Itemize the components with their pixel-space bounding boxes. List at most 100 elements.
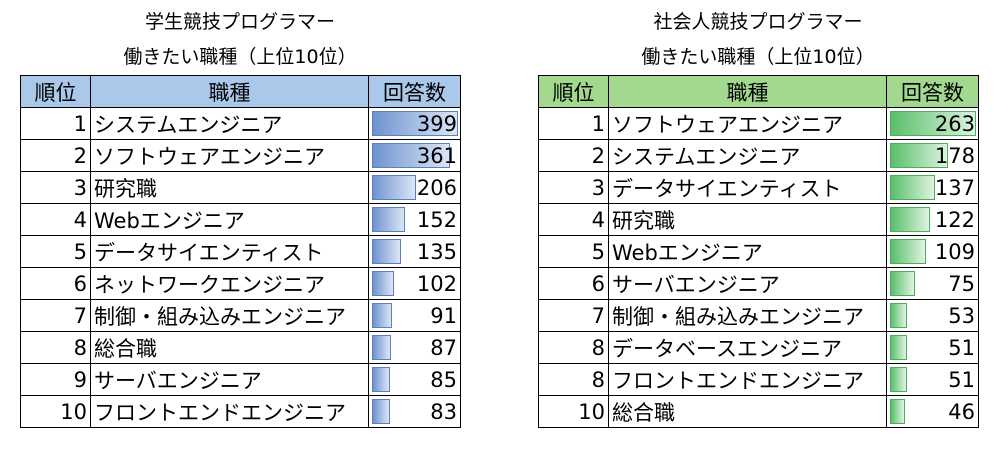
- count-value: 53: [948, 303, 975, 328]
- count-value: 102: [416, 271, 457, 296]
- job-name-cell: Webエンジニア: [608, 235, 887, 268]
- count-cell: 46: [886, 395, 979, 428]
- data-bar: [890, 271, 915, 296]
- table-row: 3 データサイエンティスト 137: [538, 171, 979, 204]
- rank-cell: 5: [538, 235, 609, 268]
- rank-cell: 4: [538, 203, 609, 236]
- count-value: 109: [934, 239, 975, 264]
- rank-cell: 4: [20, 203, 91, 236]
- data-bar: [890, 335, 907, 360]
- count-value: 122: [934, 207, 975, 232]
- table-row: 10 総合職 46: [538, 395, 979, 428]
- count-cell: 178: [886, 139, 979, 172]
- count-cell: 137: [886, 171, 979, 204]
- table-row: 1 ソフトウェアエンジニア 263: [538, 107, 979, 140]
- count-value: 85: [430, 367, 457, 392]
- rank-cell: 6: [538, 267, 609, 300]
- header-rank: 順位: [20, 75, 91, 108]
- job-name-cell: 制御・組み込みエンジニア: [90, 299, 369, 332]
- count-cell: 53: [886, 299, 979, 332]
- header-rank: 順位: [538, 75, 609, 108]
- student-title-line2: 働きたい職種（上位10位）: [123, 46, 357, 68]
- data-bar: [890, 111, 976, 136]
- count-cell: 361: [368, 139, 461, 172]
- professional-ranking-table: 順位 職種 回答数 1 ソフトウェアエンジニア 263 2 システムエンジニア 178 3 デ…: [538, 75, 979, 428]
- professional-title-line1: 社会人競技プログラマー: [653, 11, 863, 33]
- count-cell: 263: [886, 107, 979, 140]
- table-row: 3 研究職 206: [20, 171, 461, 204]
- data-bar: [372, 367, 390, 392]
- rank-cell: 1: [538, 107, 609, 140]
- rank-cell: 7: [20, 299, 91, 332]
- rank-cell: 8: [20, 331, 91, 364]
- count-value: 178: [934, 143, 975, 168]
- count-cell: 75: [886, 267, 979, 300]
- job-name-cell: データサイエンティスト: [90, 235, 369, 268]
- count-cell: 399: [368, 107, 461, 140]
- data-bar: [372, 175, 416, 200]
- rank-cell: 10: [538, 395, 609, 428]
- student-title-line1: 学生競技プログラマー: [144, 11, 335, 33]
- rank-cell: 2: [20, 139, 91, 172]
- count-cell: 135: [368, 235, 461, 268]
- student-ranking-panel: 学生競技プログラマー 働きたい職種（上位10位） 順位 職種 回答数 1 システム…: [20, 0, 461, 428]
- job-name-cell: データサイエンティスト: [608, 171, 887, 204]
- job-name-cell: ネットワークエンジニア: [90, 267, 369, 300]
- count-cell: 102: [368, 267, 461, 300]
- job-name-cell: サーバエンジニア: [90, 363, 369, 396]
- table-row: 4 Webエンジニア 152: [20, 203, 461, 236]
- data-bar: [372, 207, 405, 232]
- count-cell: 85: [368, 363, 461, 396]
- rank-cell: 6: [20, 267, 91, 300]
- job-name-cell: データベースエンジニア: [608, 331, 887, 364]
- count-cell: 87: [368, 331, 461, 364]
- data-bar: [890, 367, 907, 392]
- job-name-cell: ソフトウェアエンジニア: [90, 139, 369, 172]
- rank-cell: 7: [538, 299, 609, 332]
- table-header-row: 順位 職種 回答数: [20, 75, 461, 108]
- data-bar: [890, 239, 926, 264]
- job-name-cell: 総合職: [90, 331, 369, 364]
- table-row: 5 データサイエンティスト 135: [20, 235, 461, 268]
- rank-cell: 2: [538, 139, 609, 172]
- count-value: 87: [430, 335, 457, 360]
- count-value: 51: [948, 335, 975, 360]
- count-cell: 83: [368, 395, 461, 428]
- table-row: 8 総合職 87: [20, 331, 461, 364]
- table-row: 4 研究職 122: [538, 203, 979, 236]
- count-value: 46: [948, 399, 975, 424]
- data-bar: [890, 399, 905, 424]
- table-row: 5 Webエンジニア 109: [538, 235, 979, 268]
- rank-cell: 9: [20, 363, 91, 396]
- count-value: 51: [948, 367, 975, 392]
- job-name-cell: フロントエンドエンジニア: [608, 363, 887, 396]
- count-cell: 109: [886, 235, 979, 268]
- header-job: 職種: [608, 75, 887, 108]
- job-name-cell: システムエンジニア: [90, 107, 369, 140]
- data-bar: [372, 271, 394, 296]
- count-cell: 122: [886, 203, 979, 236]
- data-bar: [372, 111, 458, 136]
- job-name-cell: ソフトウェアエンジニア: [608, 107, 887, 140]
- count-cell: 152: [368, 203, 461, 236]
- table-row: 6 サーバエンジニア 75: [538, 267, 979, 300]
- count-cell: 51: [886, 331, 979, 364]
- count-value: 137: [934, 175, 975, 200]
- count-value: 361: [416, 143, 457, 168]
- data-bar: [372, 303, 392, 328]
- job-name-cell: システムエンジニア: [608, 139, 887, 172]
- count-cell: 51: [886, 363, 979, 396]
- rank-cell: 3: [20, 171, 91, 204]
- table-row: 6 ネットワークエンジニア 102: [20, 267, 461, 300]
- count-cell: 206: [368, 171, 461, 204]
- data-bar: [890, 175, 935, 200]
- rank-cell: 8: [538, 331, 609, 364]
- data-bar: [372, 335, 391, 360]
- job-name-cell: 総合職: [608, 395, 887, 428]
- student-ranking-table: 順位 職種 回答数 1 システムエンジニア 399 2 ソフトウェアエンジニア 361 3 研…: [20, 75, 461, 428]
- table-row: 7 制御・組み込みエンジニア 91: [20, 299, 461, 332]
- data-bar: [890, 303, 907, 328]
- table-row: 9 サーバエンジニア 85: [20, 363, 461, 396]
- rank-cell: 3: [538, 171, 609, 204]
- data-bar: [890, 143, 948, 168]
